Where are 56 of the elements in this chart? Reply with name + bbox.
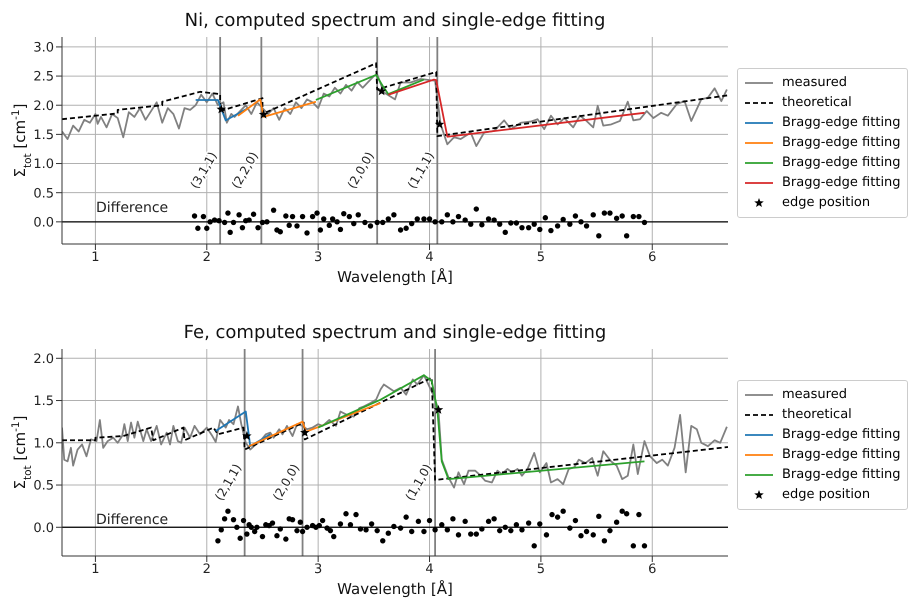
y-tick-label: 1.0 — [33, 436, 54, 452]
x-tick-label: 3 — [314, 250, 322, 266]
point — [434, 119, 444, 129]
point — [434, 404, 444, 414]
point — [300, 428, 310, 437]
point — [216, 104, 226, 114]
chart-title: Ni, computed spectrum and single-edge fitting — [184, 9, 606, 33]
y-tick-label: 3.0 — [33, 40, 54, 56]
x-tick-label: 4 — [425, 562, 434, 578]
y-tick-label: 0.5 — [33, 478, 54, 494]
legend-label: measured — [782, 74, 847, 92]
y-tick-label: 0.0 — [33, 520, 54, 536]
point — [242, 431, 252, 440]
legend-label: theoretical — [782, 94, 852, 112]
x-axis-title: Wavelength [Å] — [337, 580, 453, 598]
y-tick-label: 1.5 — [33, 394, 54, 410]
line-series — [387, 78, 646, 138]
y-tick-label: 2.0 — [33, 98, 54, 114]
legend-label: Bragg-edge fitting — [782, 466, 901, 484]
line-series — [315, 74, 425, 101]
x-tick-label: 3 — [314, 562, 322, 578]
annotation: Difference — [96, 200, 168, 216]
x-tick-label: 5 — [536, 250, 546, 266]
line-series — [214, 410, 272, 448]
y-tick-label: 1.5 — [33, 128, 54, 143]
x-tick-label: 5 — [536, 562, 546, 578]
y-tick-label: 1.0 — [33, 157, 54, 172]
legend-label: edge position — [782, 194, 870, 212]
x-tick-label: 1 — [91, 562, 100, 578]
x-tick-label: 2 — [202, 250, 211, 266]
legend-label: Bragg-edge fitting — [782, 174, 901, 192]
x-tick-label: 6 — [648, 562, 656, 578]
point — [376, 86, 386, 96]
x-tick-label: 6 — [648, 250, 656, 266]
point — [258, 110, 268, 119]
y-tick-label: 0.0 — [33, 215, 54, 230]
legend-label: edge position — [782, 486, 870, 504]
x-tick-label: 4 — [425, 250, 434, 266]
legend-label: Bragg-edge fitting — [782, 114, 901, 132]
y-tick-label: 0.5 — [33, 186, 54, 202]
legend-label: Bragg-edge fitting — [782, 154, 901, 172]
legend-label: Bragg-edge fitting — [782, 134, 901, 152]
legend-label: Bragg-edge fitting — [782, 446, 901, 464]
y-tick-label: 2.0 — [33, 352, 54, 367]
annotation: Difference — [96, 512, 168, 528]
x-tick-label: 1 — [91, 250, 100, 266]
line-series — [62, 62, 728, 138]
x-axis-title: Wavelength [Å] — [337, 268, 453, 286]
legend-label: measured — [782, 386, 847, 404]
chart-title: Fe, computed spectrum and single-edge fitting — [182, 321, 608, 345]
x-tick-label: 2 — [202, 562, 211, 578]
legend-label: Bragg-edge fitting — [782, 426, 901, 444]
line-series — [248, 402, 382, 448]
y-tick-label: 2.5 — [33, 70, 54, 85]
line-series — [237, 98, 317, 118]
legend-label: theoretical — [782, 406, 852, 424]
